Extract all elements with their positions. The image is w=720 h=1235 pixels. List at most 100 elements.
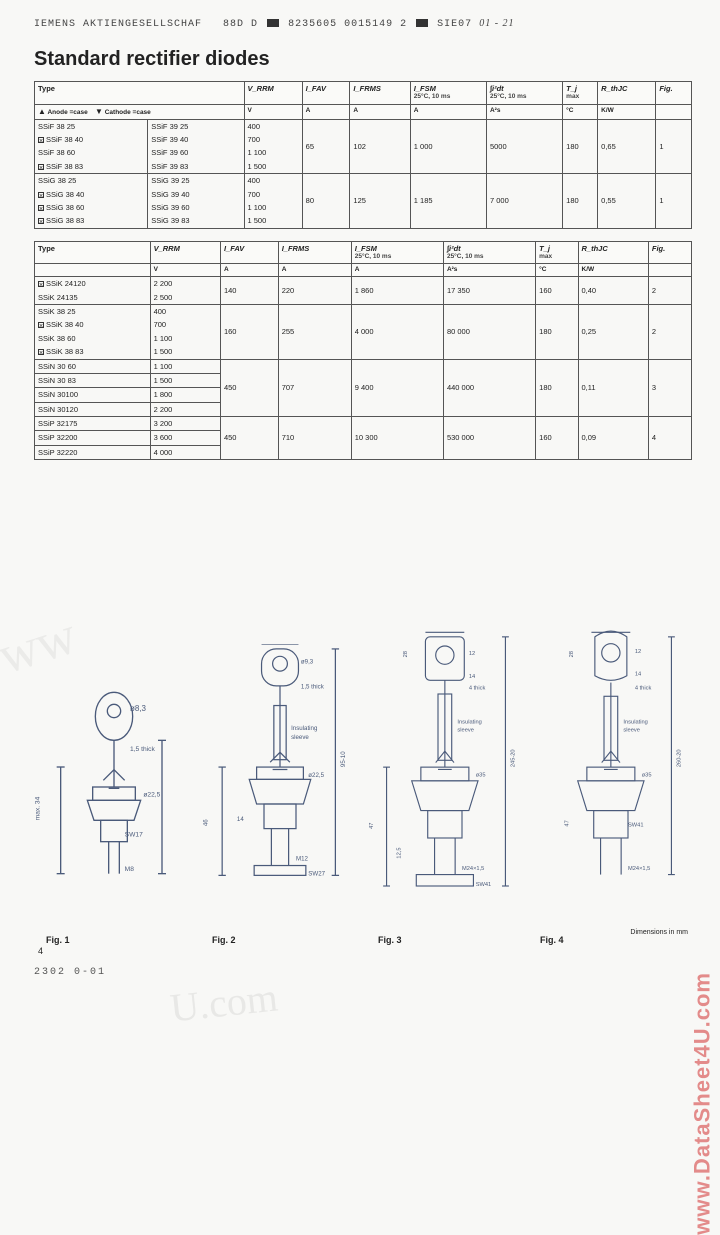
col-header: Fig.	[648, 241, 691, 264]
col-unit: A²s	[443, 264, 535, 277]
tj-cell: 180	[536, 305, 578, 360]
table-row: SSiK 38 254001602554 00080 0001800,252	[35, 305, 692, 319]
ifsm-cell: 1 860	[351, 277, 443, 305]
svg-text:sleeve: sleeve	[457, 728, 474, 734]
i2t-cell: 80 000	[443, 305, 535, 360]
col-unit	[35, 264, 151, 277]
svg-text:47: 47	[565, 820, 571, 826]
ifrms-cell: 707	[278, 359, 351, 417]
svg-text:27: 27	[437, 630, 443, 632]
type-cathode: SSiG 39 83	[148, 214, 244, 228]
fig-cell: 1	[656, 119, 692, 174]
type-cell: SSiP 32200	[35, 431, 151, 445]
col-header: ∫i²dt25°C, 10 ms	[486, 82, 562, 105]
svg-text:M24×1,5: M24×1,5	[462, 866, 484, 872]
type-anode: SSiG 38 25	[35, 174, 148, 188]
col-header: Type	[35, 241, 151, 264]
table-row: SSiG 38 25SSiG 39 25400801251 1857 00018…	[35, 174, 692, 188]
svg-text:46: 46	[202, 819, 209, 826]
black-block	[267, 19, 279, 27]
col-header: V_RRM	[244, 82, 302, 105]
fig1: ø8,3 1,5 thick ø22,5 max. 34 SW17 M8 Fig…	[34, 687, 194, 945]
type-cell: SSiK 24120	[35, 277, 151, 291]
vrrm-cell: 1 100	[244, 146, 302, 159]
ifrms-cell: 710	[278, 417, 351, 460]
svg-text:245-20: 245-20	[511, 750, 517, 768]
rth-cell: 0,40	[578, 277, 648, 305]
vrrm-cell: 700	[244, 188, 302, 201]
page: IEMENS AKTIENGESELLSCHAF 88D D 8235605 0…	[0, 0, 720, 955]
col-header: T_jmax	[563, 82, 598, 105]
page-number: 4	[38, 946, 43, 956]
i2t-cell: 440 000	[443, 359, 535, 417]
svg-text:27: 27	[603, 630, 609, 632]
i2t-cell: 530 000	[443, 417, 535, 460]
rth-cell: 0,09	[578, 417, 648, 460]
col-unit: V	[150, 264, 220, 277]
fig-cell: 2	[648, 305, 691, 360]
col-unit: K/W	[578, 264, 648, 277]
col-unit: A²s	[486, 104, 562, 119]
fig3: 27 12 28 14 4 thick Insulating sleeve ø3…	[366, 630, 526, 945]
type-cell: SSiN 30100	[35, 388, 151, 402]
col-header: I_FRMS	[350, 82, 410, 105]
svg-text:ø35: ø35	[642, 772, 652, 778]
col-unit: V	[244, 104, 302, 119]
col-unit: °C	[563, 104, 598, 119]
col-unit	[648, 264, 691, 277]
svg-text:4 thick: 4 thick	[469, 686, 486, 692]
vrrm-cell: 400	[244, 119, 302, 133]
vrrm-cell: 2 500	[150, 291, 220, 305]
vrrm-cell: 1 800	[150, 388, 220, 402]
scan-header: IEMENS AKTIENGESELLSCHAF 88D D 8235605 0…	[34, 18, 692, 30]
vrrm-cell: 2 200	[150, 277, 220, 291]
type-cell: SSiK 38 60	[35, 332, 151, 345]
col-unit: A	[410, 104, 486, 119]
dim-note: Dimensions in mm	[630, 929, 688, 945]
svg-text:12: 12	[635, 649, 641, 655]
vrrm-cell: 1 500	[150, 345, 220, 359]
i2t-cell: 7 000	[486, 174, 562, 229]
type-cathode: SSiG 39 60	[148, 201, 244, 214]
type-cell: SSiK 38 83	[35, 345, 151, 359]
svg-text:4 thick: 4 thick	[635, 686, 652, 692]
svg-text:max. 34: max. 34	[34, 797, 41, 821]
tj-cell: 180	[536, 359, 578, 417]
fig4-label: Fig. 4	[536, 935, 564, 945]
svg-text:Insulating: Insulating	[291, 725, 318, 732]
vrrm-cell: 400	[150, 305, 220, 319]
type-cell: SSiN 30 60	[35, 359, 151, 373]
svg-text:14: 14	[469, 674, 475, 680]
black-block	[416, 19, 428, 27]
vrrm-cell: 3 200	[150, 417, 220, 431]
rth-cell: 0,55	[598, 174, 656, 229]
svg-text:ø9,3: ø9,3	[301, 659, 314, 666]
ifav-cell: 140	[220, 277, 278, 305]
fig3-label: Fig. 3	[366, 935, 526, 945]
col-unit: A	[351, 264, 443, 277]
svg-text:1,5 thick: 1,5 thick	[130, 746, 155, 753]
footer-code: 2302 0-01	[34, 967, 106, 978]
svg-text:12: 12	[469, 651, 475, 657]
svg-text:Insulating: Insulating	[457, 720, 481, 726]
fig2: 16,7 ø9,3 1,5 thick Insulating sleeve ø2…	[200, 644, 360, 945]
table2-head: TypeV_RRMI_FAVI_FRMSI_FSM25°C, 10 ms∫i²d…	[35, 241, 692, 277]
svg-text:28: 28	[403, 651, 409, 657]
col-header: ∫i²dt25°C, 10 ms	[443, 241, 535, 264]
ifsm-cell: 1 185	[410, 174, 486, 229]
svg-text:Insulating: Insulating	[623, 720, 647, 726]
col-unit: A	[220, 264, 278, 277]
fig-cell: 2	[648, 277, 691, 305]
ifsm-cell: 9 400	[351, 359, 443, 417]
col-unit: A	[302, 104, 350, 119]
table1-head: TypeV_RRMI_FAVI_FRMSI_FSM25°C, 10 ms∫i²d…	[35, 82, 692, 120]
table-row: SSiF 38 25SSiF 39 25400651021 0005000180…	[35, 119, 692, 133]
type-cathode: SSiG 39 40	[148, 188, 244, 201]
svg-text:28: 28	[569, 651, 575, 657]
svg-text:14: 14	[635, 672, 641, 678]
vrrm-cell: 3 600	[150, 431, 220, 445]
svg-text:12,5: 12,5	[396, 848, 402, 859]
ifrms-cell: 220	[278, 277, 351, 305]
rth-cell: 0,65	[598, 119, 656, 174]
table-row: SSiN 30 601 1004507079 400440 0001800,11…	[35, 359, 692, 373]
